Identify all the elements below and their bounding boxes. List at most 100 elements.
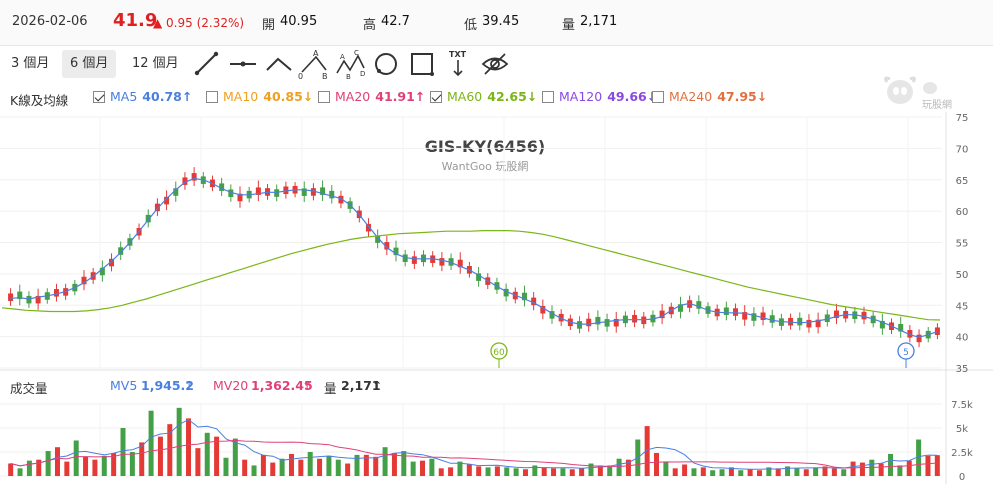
candle-body <box>53 289 59 297</box>
abcd-pattern-tool-icon[interactable]: A B C D <box>334 48 366 81</box>
volume-bar <box>410 461 416 476</box>
ma-toggle-ma120[interactable]: MA120 49.66↓ <box>542 89 657 104</box>
abc-pattern-tool-icon[interactable]: A 0 B <box>298 48 330 81</box>
candle-body <box>531 297 537 306</box>
mv20-label: MV20 <box>213 378 249 393</box>
price-tick-label: 60 <box>956 207 969 218</box>
candle-body <box>833 310 839 319</box>
range-12-month-button[interactable]: 12 個月 <box>132 56 179 71</box>
candle-body <box>861 311 867 320</box>
ma-label: MA10 <box>223 89 259 104</box>
candle-body <box>439 258 445 266</box>
candle-body <box>219 183 225 191</box>
range-6-month-button[interactable]: 6 個月 <box>62 50 117 78</box>
hide-drawings-icon[interactable] <box>479 48 511 80</box>
volume-bar <box>307 452 313 476</box>
abcd-letter-a: A <box>340 53 345 61</box>
volume-legend-title: 成交量 <box>10 381 48 396</box>
volume-bar <box>382 447 388 476</box>
ma-checkbox[interactable] <box>430 90 442 103</box>
price-tick-label: 75 <box>956 113 969 124</box>
ma-checkbox[interactable] <box>318 90 330 103</box>
volume-bar <box>129 452 135 476</box>
polyline-tool-icon[interactable] <box>263 48 295 80</box>
chart-title: GIS-KY(6456) <box>425 137 545 156</box>
volume-bar <box>551 468 557 476</box>
volume-bar <box>457 461 463 476</box>
ma-toggle-ma10[interactable]: MA10 40.85↓ <box>206 89 313 104</box>
mv5-value: 1,945.2 <box>141 378 194 393</box>
candle-body <box>815 319 821 328</box>
range-3-month-button[interactable]: 3 個月 <box>11 56 50 71</box>
ma-toggle-ma60[interactable]: MA60 42.65↓ <box>430 89 537 104</box>
quote-date: 2026-02-06 <box>12 14 88 29</box>
price-tick-label: 45 <box>956 301 969 312</box>
circle-tool-icon[interactable] <box>370 48 402 80</box>
volume-bar <box>420 460 426 476</box>
mv20-line <box>10 439 938 469</box>
volume-bar <box>54 447 60 476</box>
candle-body <box>540 305 546 314</box>
volume-bar <box>401 451 407 476</box>
ma-checkbox[interactable] <box>542 90 554 103</box>
price-tick-label: 35 <box>956 364 969 375</box>
ma-label: MA240 <box>669 89 713 104</box>
volume-legend-vol-arrow: ↑ <box>372 378 383 393</box>
volume-bar <box>532 465 538 476</box>
ma-toggle-ma5[interactable]: MA5 40.78↑ <box>93 89 192 104</box>
volume-bar <box>616 458 622 476</box>
mv5-line <box>10 419 938 470</box>
volume-bar <box>335 459 341 476</box>
ma-checkbox[interactable] <box>93 90 105 103</box>
volume-bar <box>448 467 454 476</box>
rectangle-tool-icon[interactable] <box>406 48 438 80</box>
volume-bar <box>242 459 248 476</box>
horizontal-line-tool-icon[interactable] <box>227 48 259 80</box>
candle-body <box>806 319 812 328</box>
candle-body <box>448 258 454 266</box>
candle-body <box>604 319 610 327</box>
volume-legend-vol-value: 2,171 <box>341 378 381 393</box>
candle-body <box>558 313 564 322</box>
candle-body <box>503 288 509 297</box>
volume-bar <box>214 436 220 476</box>
candle-body <box>393 247 399 256</box>
volume-bar <box>728 467 734 476</box>
volume-bar <box>841 469 847 476</box>
volume-bar <box>157 436 163 476</box>
text-tool-icon[interactable]: TXT <box>442 48 474 80</box>
candle-body <box>577 321 583 329</box>
volume-bar <box>73 440 79 476</box>
volume-bar <box>813 467 819 476</box>
ma-value: 42.65↓ <box>487 89 538 104</box>
volume-bar <box>682 464 688 476</box>
candle-body <box>586 318 592 327</box>
low-value: 39.45 <box>482 14 520 29</box>
ma-toggle-ma20[interactable]: MA20 41.91↑ <box>318 89 425 104</box>
volume-bar <box>766 467 772 476</box>
volume-bar <box>17 468 23 476</box>
ma-label: MA5 <box>110 89 138 104</box>
ma-toggle-ma240[interactable]: MA240 47.95↓ <box>652 89 767 104</box>
candle-body <box>595 316 601 325</box>
abcd-letter-b: B <box>346 73 351 80</box>
candle-body <box>733 308 739 316</box>
line-tool-icon[interactable] <box>190 48 222 80</box>
ma-checkbox[interactable] <box>206 90 218 103</box>
abc-letter-zero: 0 <box>298 72 303 80</box>
volume-bar <box>878 463 884 476</box>
quote-bar: 2026-02-06 41.9 ▲ 0.95 (2.32%) 開 40.95 高… <box>0 0 993 46</box>
ma-checkbox[interactable] <box>652 90 664 103</box>
volume-bar <box>588 463 594 476</box>
volume-bar <box>251 465 257 476</box>
volume-legend: 成交量 MV5 1,945.2 ↑ MV20 1,362.45 ↑ 量 2,17… <box>0 376 993 398</box>
abcd-letter-d: D <box>360 70 365 78</box>
volume-bar <box>485 467 491 476</box>
ma-legend: K線及均線 MA5 40.78↑ MA10 40.85↓ MA20 41.91↑ MA60 4… <box>0 86 993 110</box>
candle-body <box>742 312 748 320</box>
candle-body <box>613 318 619 327</box>
ma-legend-title: K線及均線 <box>10 93 69 108</box>
volume-bar <box>579 468 585 476</box>
volume-tick-label: 5k <box>956 424 968 435</box>
